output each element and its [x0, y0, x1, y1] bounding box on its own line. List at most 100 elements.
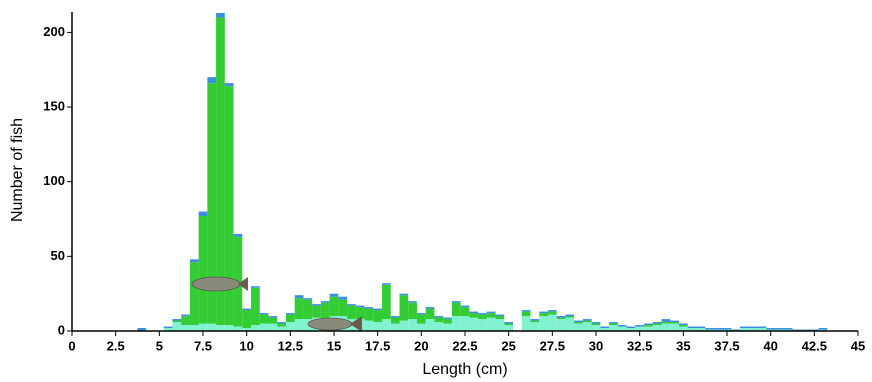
bar-segment	[652, 325, 662, 331]
bar-segment	[661, 322, 671, 324]
bar-segment	[766, 328, 776, 330]
bar-segment	[303, 299, 313, 320]
bar-segment	[259, 313, 269, 315]
bar-segment	[644, 326, 653, 331]
bar-segment	[189, 259, 199, 263]
bar-segment	[364, 307, 374, 309]
bar-segment	[748, 328, 758, 331]
fish-tail	[238, 277, 248, 291]
bar-segment	[399, 320, 409, 331]
bar-segment	[740, 326, 749, 329]
bar-segment	[172, 322, 182, 331]
x-tick-label: 0	[68, 338, 75, 353]
x-tick-label: 35	[676, 338, 690, 353]
bar-segment	[373, 322, 383, 331]
bar-segment	[574, 320, 583, 323]
bar-segment	[163, 328, 173, 331]
bar-segment	[224, 83, 234, 87]
bar-segment	[382, 319, 391, 331]
bar-segment	[609, 323, 618, 326]
bar-segment	[408, 301, 417, 303]
bar-segment	[591, 323, 601, 326]
bar-segment	[216, 325, 225, 331]
bar-segment	[251, 325, 260, 331]
bar-segment	[216, 17, 225, 326]
bar-segment	[495, 319, 505, 331]
y-tick-label: 100	[43, 173, 65, 188]
bar-segment	[635, 326, 645, 331]
bar-segment	[626, 328, 636, 331]
x-tick-label: 12.5	[278, 338, 303, 353]
bar-segment	[661, 323, 671, 331]
bar-segment	[373, 308, 383, 311]
x-tick-label: 15	[327, 338, 341, 353]
x-tick-label: 30	[589, 338, 603, 353]
fish-icon	[191, 276, 241, 292]
bar-segment	[451, 302, 461, 317]
bar-segment	[556, 319, 566, 331]
bar-segment	[478, 313, 487, 315]
bar-segment	[609, 325, 618, 331]
bar-segment	[181, 325, 190, 331]
bar-segment	[181, 316, 190, 326]
bar-segment	[705, 328, 714, 330]
bar-segment	[486, 317, 496, 331]
bar-segment	[163, 326, 173, 329]
bar-segment	[364, 320, 374, 331]
bar-segment	[521, 316, 531, 331]
y-tick-label: 150	[43, 98, 65, 113]
x-tick-label: 25	[501, 338, 515, 353]
bar-segment	[748, 326, 758, 329]
bar-segment	[740, 328, 749, 331]
bar-segment	[504, 325, 514, 331]
bar-segment	[451, 301, 461, 303]
bar-segment	[443, 319, 452, 324]
bar-segment	[547, 314, 557, 331]
bar-segment	[207, 323, 217, 331]
bar-segment	[678, 325, 688, 327]
bar-segment	[670, 322, 679, 324]
bar-segment	[443, 323, 452, 331]
y-tick-label: 0	[58, 322, 65, 337]
bar-segment	[818, 328, 828, 330]
bar-segment	[652, 323, 662, 326]
bar-segment	[644, 323, 653, 326]
bar-segment	[382, 283, 391, 285]
bar-segment	[434, 316, 444, 318]
bar-segment	[242, 308, 252, 311]
bar-segment	[469, 313, 479, 318]
bar-segment	[268, 323, 278, 331]
bar-segment	[416, 323, 426, 331]
bar-segment	[539, 313, 548, 317]
bar-segment	[565, 316, 575, 318]
bar-segment	[277, 326, 286, 331]
bar-segment	[661, 319, 671, 323]
bar-segment	[198, 216, 208, 324]
bar-segment	[591, 322, 601, 324]
bar-segment	[233, 326, 243, 331]
bar-segment	[574, 323, 583, 331]
bar-segment	[285, 322, 295, 331]
bar-segment	[268, 317, 278, 324]
bar-segment	[338, 296, 348, 300]
bar-segment	[294, 319, 304, 331]
bar-segment	[556, 317, 566, 320]
bar-segment	[574, 322, 583, 324]
bar-segment	[312, 304, 321, 306]
bar-segment	[582, 320, 592, 323]
bar-segment	[582, 319, 592, 321]
x-tick-label: 45	[851, 338, 865, 353]
bar-segment	[504, 323, 514, 326]
x-tick-label: 37.5	[714, 338, 739, 353]
bar-segment	[530, 322, 540, 331]
bar-segment	[198, 323, 208, 331]
bar-segment	[408, 302, 417, 320]
bar-segment	[207, 83, 217, 324]
bar-segment	[373, 310, 383, 323]
bar-segment	[757, 326, 767, 329]
x-tick-label: 22.5	[452, 338, 477, 353]
bar-segment	[556, 316, 566, 318]
bar-segment	[425, 307, 435, 309]
x-tick-label: 32.5	[627, 338, 652, 353]
